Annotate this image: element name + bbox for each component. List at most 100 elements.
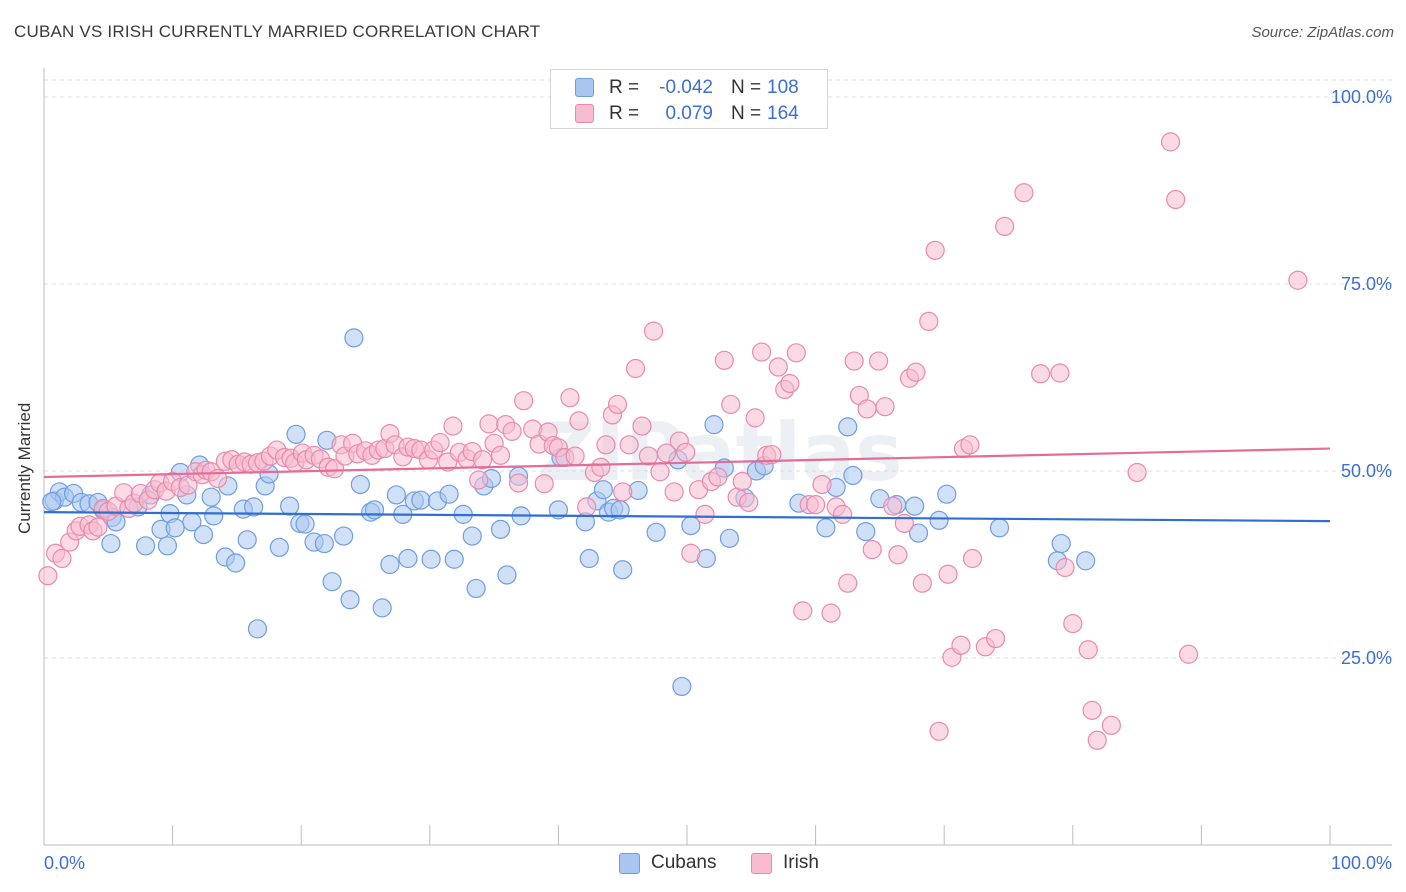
data-point xyxy=(502,421,522,441)
data-point xyxy=(960,435,980,455)
data-point xyxy=(768,357,788,377)
data-point xyxy=(591,457,611,477)
data-point xyxy=(596,435,616,455)
data-point xyxy=(466,578,486,599)
x-tick-label: 100.0% xyxy=(1331,853,1392,873)
data-point xyxy=(821,603,841,623)
legend-r-value: -0.042 xyxy=(659,77,713,98)
data-point xyxy=(472,450,493,470)
data-point xyxy=(875,397,895,417)
data-point xyxy=(565,446,585,466)
data-point xyxy=(619,435,639,455)
data-point xyxy=(638,446,659,466)
data-point xyxy=(1076,551,1096,571)
bottom-legend-label-cubans: Cubans xyxy=(651,852,717,873)
data-point xyxy=(762,444,782,465)
legend-row-cubans: R = -0.042 N = 108 xyxy=(551,75,827,101)
data-point xyxy=(613,560,633,580)
data-point xyxy=(508,473,529,493)
data-point xyxy=(490,519,511,539)
data-point xyxy=(193,524,214,545)
data-point xyxy=(52,548,72,569)
data-point xyxy=(1178,644,1199,664)
data-point xyxy=(1063,613,1083,634)
data-point xyxy=(1166,189,1186,210)
y-tick-label: 75.0% xyxy=(1341,274,1392,294)
data-point xyxy=(925,240,945,260)
data-point xyxy=(908,523,929,543)
data-point xyxy=(372,598,392,618)
data-point xyxy=(937,484,957,504)
data-point xyxy=(497,565,517,585)
legend-n-label: N = xyxy=(731,103,762,124)
grid-lines xyxy=(44,79,1392,659)
data-point xyxy=(1031,364,1051,384)
data-point xyxy=(411,490,431,510)
data-point xyxy=(1051,533,1071,554)
data-point xyxy=(165,518,185,538)
data-point xyxy=(1014,183,1034,203)
bottom-legend: Cubans Irish xyxy=(0,852,1406,878)
data-point xyxy=(1101,715,1121,735)
x-tick-labels: 0.0% 100.0% xyxy=(44,853,1392,873)
legend-n-value: 108 xyxy=(767,77,799,98)
data-point xyxy=(919,311,939,331)
legend-r-value: 0.079 xyxy=(665,103,713,124)
data-point xyxy=(704,415,724,435)
bottom-legend-label-irish: Irish xyxy=(783,852,819,873)
y-axis-label: Currently Married xyxy=(15,402,34,534)
data-point xyxy=(577,497,597,517)
source-label: Source: ZipAtlas.com xyxy=(1251,24,1394,41)
legend-n-label: N = xyxy=(731,77,762,98)
data-point xyxy=(593,480,614,500)
data-point xyxy=(430,432,450,453)
data-point xyxy=(314,533,334,554)
data-point xyxy=(780,373,800,394)
legend-r-label: R = xyxy=(609,77,640,98)
data-point xyxy=(672,676,692,697)
data-point xyxy=(607,394,628,415)
data-point xyxy=(201,487,221,507)
data-point xyxy=(643,321,664,341)
data-point xyxy=(439,484,459,504)
trend-line xyxy=(43,447,1331,479)
data-point xyxy=(344,328,364,348)
data-point xyxy=(88,517,108,537)
data-point xyxy=(38,566,58,586)
legend-n-value: 164 xyxy=(767,103,799,124)
data-point xyxy=(280,496,300,516)
data-point xyxy=(325,459,345,479)
data-point xyxy=(681,543,701,563)
data-point xyxy=(844,351,864,371)
data-point xyxy=(613,482,633,502)
data-point xyxy=(247,619,268,639)
data-point xyxy=(732,471,752,492)
data-point xyxy=(334,526,354,546)
trend-line xyxy=(43,511,1331,523)
data-point xyxy=(237,530,257,550)
axes xyxy=(43,68,1392,846)
data-point xyxy=(816,518,836,538)
legend-row-irish: R = 0.079 N = 164 xyxy=(551,101,827,127)
data-point xyxy=(1055,557,1075,578)
data-point xyxy=(751,342,772,362)
data-point xyxy=(295,514,315,534)
data-point xyxy=(843,465,863,486)
bottom-legend-swatch-cubans xyxy=(619,853,640,874)
data-point xyxy=(1288,270,1308,290)
data-point xyxy=(1050,363,1070,383)
data-point xyxy=(989,518,1010,538)
data-point xyxy=(719,528,740,548)
data-point xyxy=(386,485,406,505)
legend: R = -0.042 N = 108 R = 0.079 N = 164 xyxy=(550,69,828,129)
data-point xyxy=(1082,700,1102,720)
data-point xyxy=(1127,462,1147,483)
y-tick-label: 100.0% xyxy=(1331,87,1392,107)
data-point xyxy=(986,628,1006,649)
data-point xyxy=(380,554,400,575)
data-point xyxy=(838,573,858,593)
series-irish xyxy=(38,132,1308,750)
data-point xyxy=(350,474,370,495)
data-point xyxy=(534,474,554,494)
